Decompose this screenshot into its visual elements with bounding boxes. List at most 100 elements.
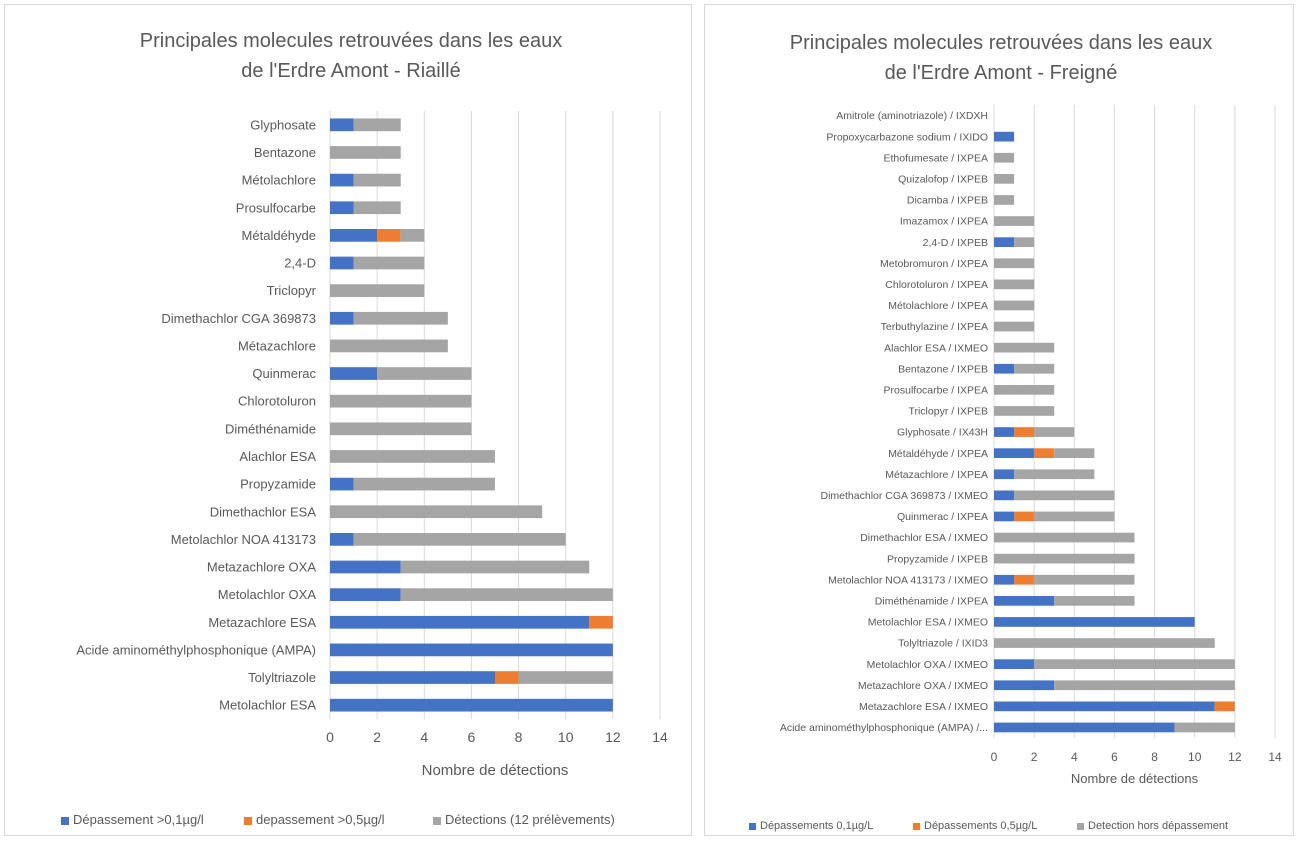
category-label: Metazachlore ESA xyxy=(208,615,316,630)
category-label: Métaldéhyde xyxy=(242,228,316,243)
x-axis-title: Nombre de détections xyxy=(1071,771,1199,786)
chart-panel-riaille: Principales molecules retrouvées dans le… xyxy=(4,4,692,836)
bar-segment xyxy=(994,195,1015,205)
category-label: Alachlor ESA / IXMEO xyxy=(884,342,988,354)
bar-segment xyxy=(400,229,425,242)
category-label: Quinmerac / IXPEA xyxy=(897,511,988,523)
bar-segment xyxy=(1054,595,1135,606)
bar-segment xyxy=(994,511,1015,522)
legend-label: Dépassements 0,5µg/L xyxy=(924,820,1037,832)
bar-segment xyxy=(994,532,1135,543)
bar-segment xyxy=(994,384,1055,395)
category-label: Glyphosate / IX43H xyxy=(897,427,988,439)
x-tick-label: 12 xyxy=(605,729,621,745)
bar-segment xyxy=(994,173,1015,184)
category-label: Prosulfocarbe / IXPEA xyxy=(884,385,988,397)
bar-segment xyxy=(400,588,613,601)
bar-segment xyxy=(330,560,401,574)
bar-segment xyxy=(330,588,401,601)
category-label: Diméthénamide / IXPEA xyxy=(875,596,988,608)
bar-segment xyxy=(1014,574,1035,585)
x-tick-label: 4 xyxy=(420,729,428,745)
bar-segment xyxy=(518,671,613,684)
category-label: Metazachlore OXA xyxy=(207,560,316,575)
chart-freigne: Principales molecules retrouvées dans le… xyxy=(749,32,1282,832)
bar-segment xyxy=(994,659,1035,670)
bar-segment xyxy=(994,574,1015,585)
bar-segment xyxy=(994,406,1055,416)
category-label: Metolachlor NOA 413173 / IXMEO xyxy=(828,574,988,586)
bar-segment xyxy=(330,615,590,629)
legend-swatch xyxy=(433,817,441,825)
bar-segment xyxy=(353,256,425,270)
bar-segment xyxy=(353,173,401,187)
bar-segment xyxy=(1174,722,1235,733)
bar-segment xyxy=(330,201,354,215)
bar-segment xyxy=(994,469,1015,480)
category-label: Amitrole (aminotriazole) / IXDXH xyxy=(836,110,988,122)
x-axis-title: Nombre de détections xyxy=(422,762,569,779)
bar-segment xyxy=(994,237,1015,248)
x-tick-label: 0 xyxy=(326,729,334,745)
category-label: Diméthénamide xyxy=(225,421,316,436)
chart-riaille: Principales molecules retrouvées dans le… xyxy=(61,30,668,827)
bar-segment xyxy=(1034,427,1075,437)
x-tick-label: 12 xyxy=(1228,750,1242,764)
category-label: Acide aminométhylphosphonique (AMPA) /..… xyxy=(780,722,988,734)
bar-segment xyxy=(330,394,472,408)
category-label: Métazachlore xyxy=(238,338,316,353)
legend-swatch xyxy=(749,823,756,830)
x-tick-label: 8 xyxy=(1151,750,1158,764)
bar-segment xyxy=(330,256,354,270)
category-label: Bentazone / IXPEB xyxy=(898,363,988,375)
category-label: Métolachlore xyxy=(242,173,316,188)
bar-segment xyxy=(330,450,495,463)
bar-segment xyxy=(994,258,1035,269)
bar-segment xyxy=(377,367,472,380)
bar-segment xyxy=(495,671,519,684)
category-label: Metolachlor OXA xyxy=(218,587,317,602)
bar-segment xyxy=(1034,511,1115,522)
legend-label: Dépassements 0,1µg/L xyxy=(760,820,873,832)
category-label: Metolachlor NOA 413173 xyxy=(171,532,316,547)
category-label: Triclopyr / IXPEB xyxy=(908,406,988,418)
bar-segment xyxy=(330,146,401,159)
bar-segment xyxy=(330,477,354,491)
chart-title-line: de l'Erdre Amont - Freigné xyxy=(885,62,1118,84)
category-label: Dimethachlor CGA 369873 xyxy=(161,311,316,326)
x-tick-label: 10 xyxy=(1188,750,1202,764)
legend-label: Detection hors dépassement xyxy=(1088,820,1228,832)
bar-segment xyxy=(1034,448,1055,459)
legend-swatch xyxy=(61,817,69,825)
legend-label: depassement >0,5µg/l xyxy=(256,812,385,827)
bar-segment xyxy=(994,216,1035,226)
x-tick-label: 10 xyxy=(558,729,574,745)
category-label: Dimethachlor ESA xyxy=(210,504,317,519)
bar-segment xyxy=(330,698,613,712)
category-label: Metolachlor OXA / IXMEO xyxy=(867,659,988,671)
category-label: 2,4-D xyxy=(284,256,316,271)
bar-segment xyxy=(994,722,1175,733)
category-label: Tolyltriazole / IXID3 xyxy=(898,638,988,650)
bar-segment xyxy=(994,279,1035,290)
category-label: Bentazone xyxy=(254,145,316,160)
bar-segment xyxy=(1214,701,1235,712)
category-label: Propyzamide / IXPEB xyxy=(887,553,988,565)
category-label: Métaldéhyde / IXPEA xyxy=(888,448,988,460)
x-tick-label: 8 xyxy=(515,729,523,745)
bar-segment xyxy=(994,427,1015,437)
bar-segment xyxy=(994,342,1055,353)
bar-segment xyxy=(353,311,448,325)
x-tick-label: 0 xyxy=(991,750,998,764)
bar-segment xyxy=(994,617,1195,627)
category-label: Terbuthylazine / IXPEA xyxy=(881,321,988,333)
category-label: 2,4-D / IXPEB xyxy=(923,237,988,249)
bar-segment xyxy=(994,553,1135,564)
bar-segment xyxy=(1054,680,1235,691)
category-label: Metazachlore ESA / IXMEO xyxy=(859,701,988,713)
category-label: Acide aminométhylphosphonique (AMPA) xyxy=(76,642,316,657)
bar-segment xyxy=(353,118,401,132)
bar-segment xyxy=(994,300,1035,311)
bar-segment xyxy=(330,422,472,436)
bar-segment xyxy=(994,152,1015,163)
